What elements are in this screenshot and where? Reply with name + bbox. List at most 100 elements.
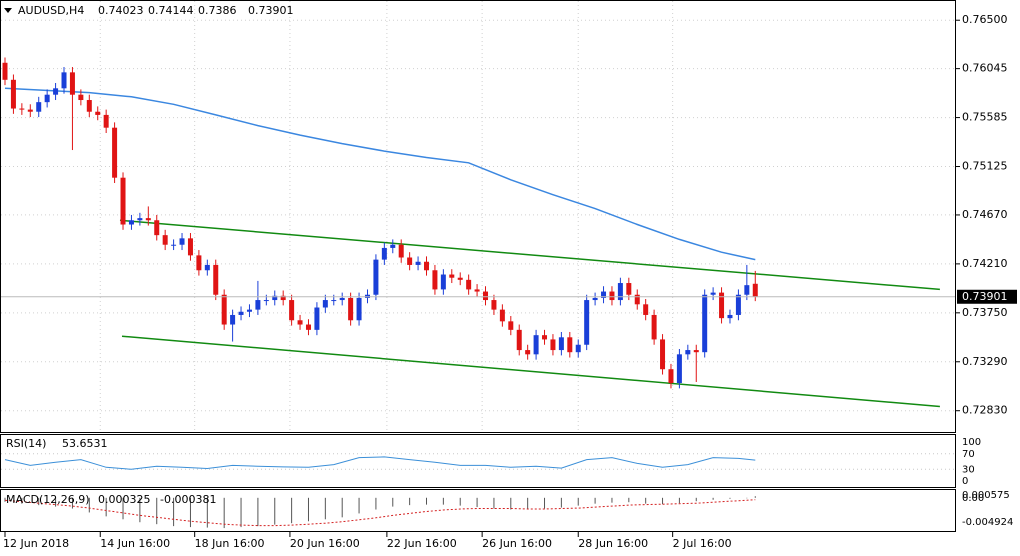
candle-body (432, 270, 438, 290)
candle-body (196, 255, 202, 271)
candle-body (280, 295, 286, 301)
candle-body (550, 339, 556, 351)
x-tick-label: 28 Jun 16:00 (578, 537, 648, 550)
rsi-name: RSI(14) (6, 437, 46, 450)
candle-body (424, 261, 429, 271)
candle-body (339, 297, 345, 301)
candle-body (255, 300, 261, 310)
y-tick-label: 0.76500 (962, 13, 1008, 26)
candle-body (516, 329, 522, 351)
moving-average (4, 87, 756, 261)
candle-body (213, 264, 219, 295)
candle-body (95, 111, 101, 115)
x-tick-label: 26 Jun 16:00 (482, 537, 552, 550)
candle-body (634, 294, 640, 305)
candle-body (162, 235, 168, 245)
candle-body (154, 220, 160, 236)
y-tick-label: 0.72830 (962, 404, 1008, 417)
candle-body (558, 337, 564, 351)
candle-body (221, 294, 227, 325)
rsi-tick-label: 30 (962, 464, 975, 475)
candle-body (187, 238, 193, 256)
ohlc-close: 0.73901 (248, 4, 294, 17)
candle-body (128, 220, 134, 225)
y-tick-label: 0.73290 (962, 355, 1008, 368)
candle-body (567, 337, 573, 353)
candle-body (499, 309, 505, 322)
candle-body (643, 304, 649, 315)
x-tick-label: 14 Jun 16:00 (100, 537, 170, 550)
candle-body (617, 283, 623, 301)
candle-body (491, 300, 497, 310)
candle-body (10, 79, 16, 109)
candle-body (19, 108, 25, 110)
candle-body (440, 274, 446, 290)
macd-signal-value: -0.000381 (160, 493, 216, 506)
candle-body (483, 291, 489, 301)
candle-body (27, 109, 33, 112)
y-tick-label: 0.75585 (962, 111, 1008, 124)
candle-body (398, 244, 404, 258)
candle-body (626, 283, 632, 295)
candle-body (719, 292, 725, 319)
x-tick-label: 18 Jun 16:00 (195, 537, 265, 550)
candle-body (305, 324, 311, 330)
candle-body (78, 94, 84, 101)
candle-body (44, 94, 50, 103)
trendline (119, 219, 940, 291)
plots (1, 1, 955, 529)
candle-body (752, 283, 758, 297)
macd-tick-label: 0.000575 (962, 490, 1010, 501)
macd-signal (4, 499, 756, 527)
candle-body (668, 369, 674, 384)
rsi-line (4, 456, 756, 470)
candle-body (533, 335, 539, 355)
y-tick-label: 0.74210 (962, 257, 1008, 270)
candle-body (592, 297, 598, 301)
candle-body (651, 314, 657, 340)
candle-body (609, 291, 615, 301)
candle-body (525, 350, 531, 355)
candle-body (744, 285, 750, 295)
candle-body (348, 297, 354, 321)
price-label-box (957, 289, 1017, 304)
candle-body (390, 244, 396, 248)
candle-body (145, 218, 151, 221)
candle-body (204, 264, 210, 271)
candle-body (238, 311, 244, 315)
ohlc-open: 0.74023 (98, 4, 144, 17)
y-tick-label: 0.76045 (962, 62, 1008, 75)
candle-body (69, 72, 75, 95)
candle-body (53, 88, 59, 95)
y-tick-label: 0.74670 (962, 208, 1008, 221)
candle-body (137, 218, 143, 221)
symbol: AUDUSD,H4 (18, 4, 84, 17)
main-frame (0, 0, 956, 433)
candle-body (246, 309, 252, 312)
macd-value: 0.000325 (98, 493, 151, 506)
candle-body (322, 300, 328, 308)
candle-body (230, 314, 236, 325)
macd-tick-label: 0.00 (962, 493, 984, 504)
macd-tick-label: -0.004924 (962, 517, 1013, 528)
candle-body (314, 307, 320, 330)
ohlc-low: 0.7386 (198, 4, 237, 17)
macd-name: MACD(12,26,9) (6, 493, 90, 506)
candle-body (710, 292, 716, 295)
candle-body (356, 297, 362, 321)
rsi-tick-label: 0 (962, 476, 968, 487)
candle-body (702, 294, 708, 353)
rsi-value: 53.6531 (62, 437, 108, 450)
candle-body (660, 339, 666, 370)
candle-body (86, 100, 92, 112)
candle-body (575, 344, 581, 353)
candle-body (289, 300, 295, 321)
candle-body (407, 257, 413, 265)
menu-triangle[interactable] (4, 8, 12, 13)
rsi-frame (0, 434, 956, 488)
candle-body (449, 274, 455, 278)
x-tick-label: 12 Jun 2018 (3, 537, 69, 550)
x-tick-label: 22 Jun 16:00 (387, 537, 457, 550)
